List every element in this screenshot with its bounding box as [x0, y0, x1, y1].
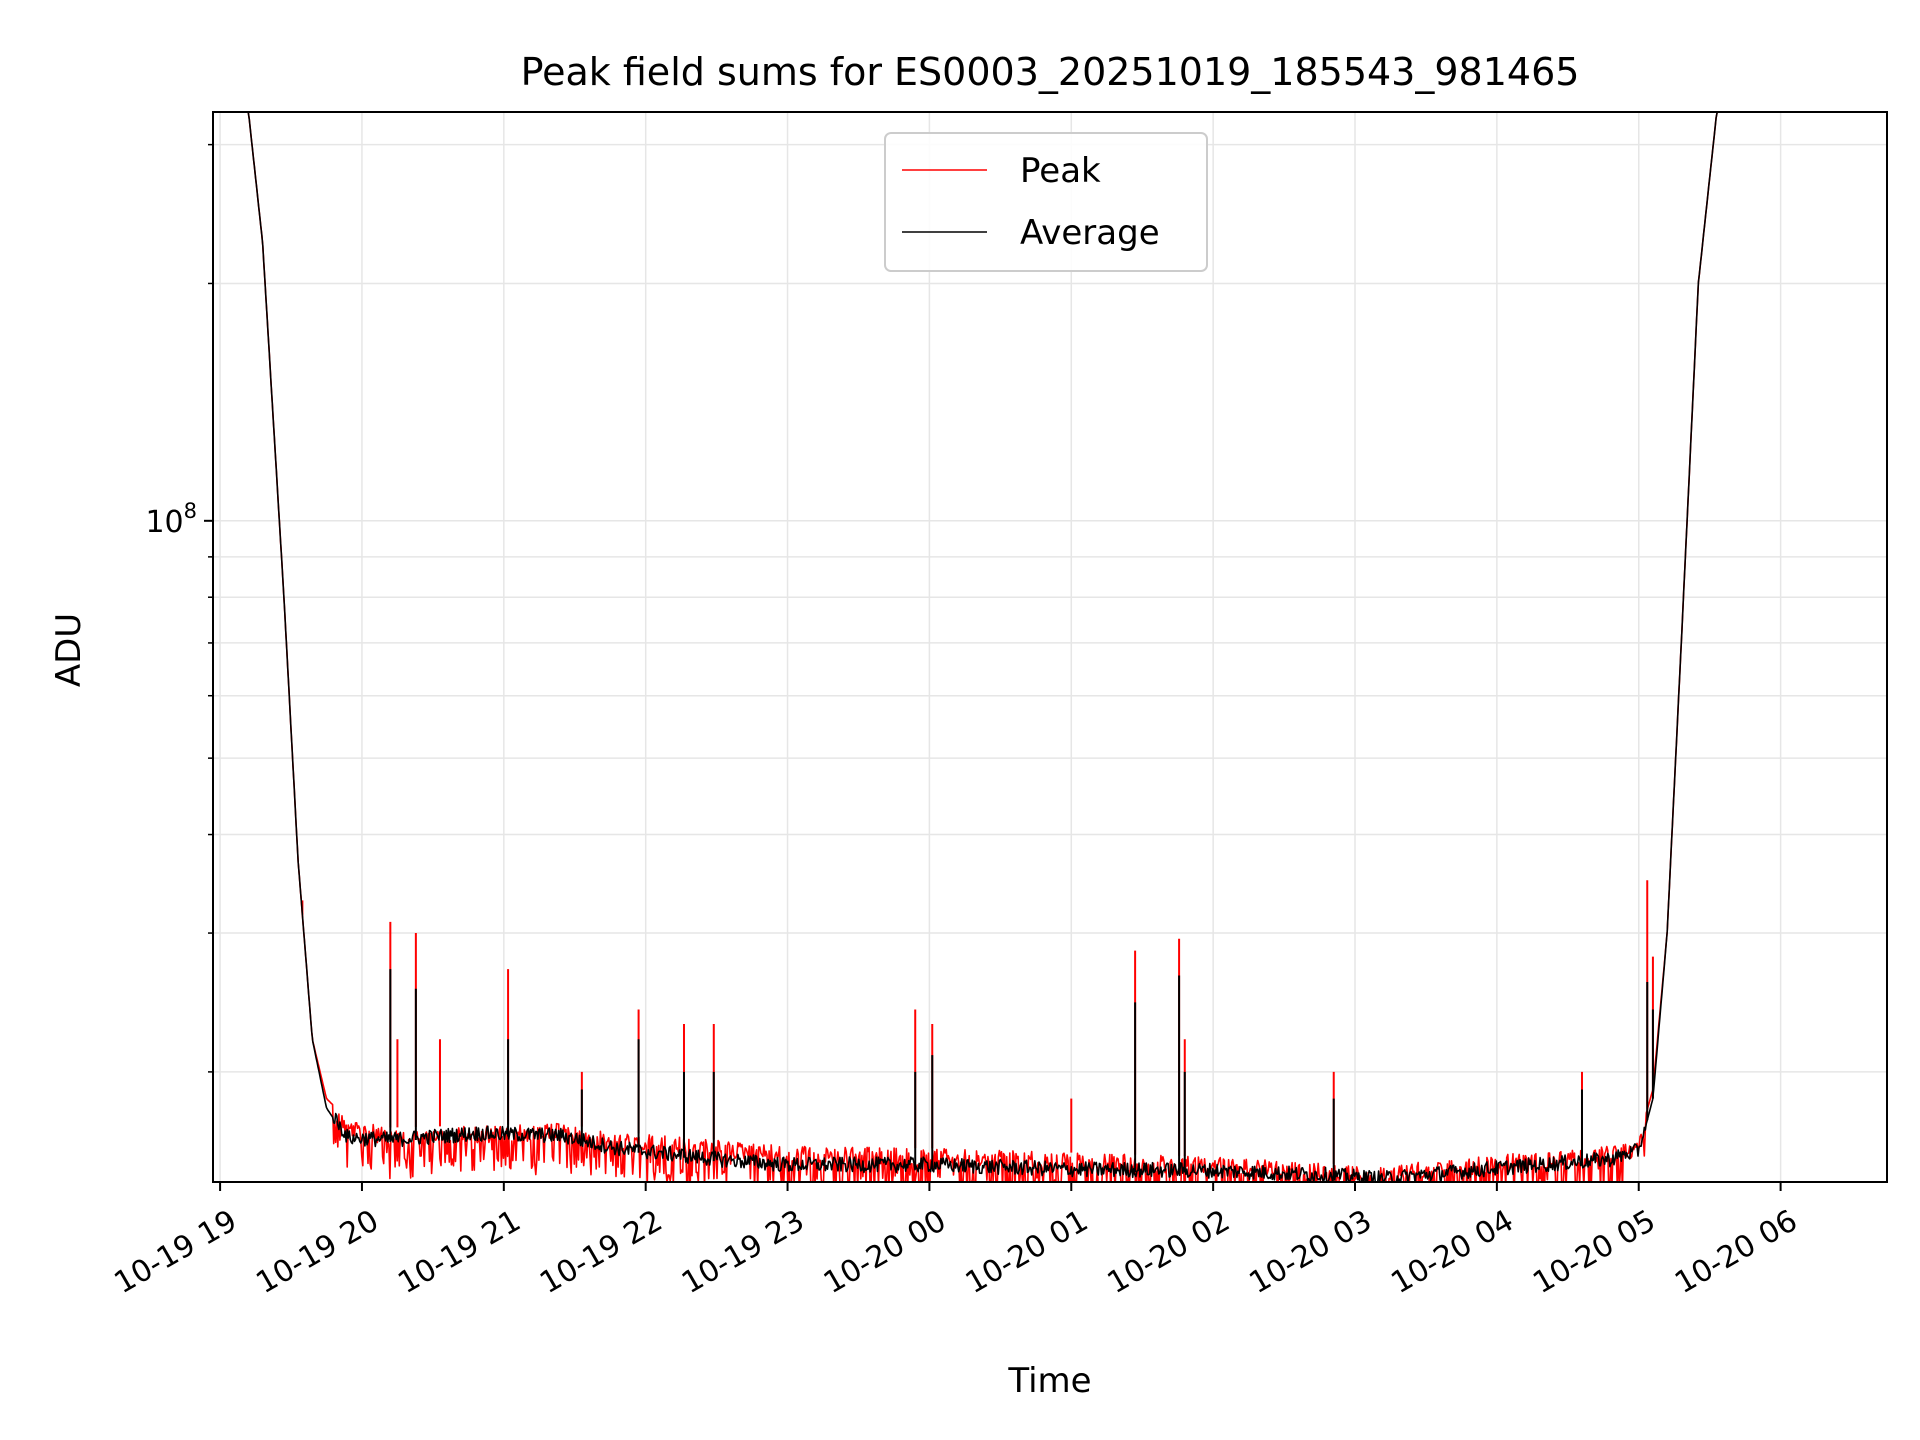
legend-average-label: Average — [1020, 213, 1160, 253]
series-average — [220, 112, 1887, 1182]
y-axis-label: ADU — [49, 613, 89, 687]
x-axis-label: Time — [1007, 1361, 1091, 1401]
series-average-line — [220, 112, 1887, 1182]
legend-peak-label: Peak — [1020, 151, 1101, 191]
series-peak-line — [220, 112, 1887, 1182]
chart-title: Peak field sums for ES0003_20251019_1855… — [521, 50, 1580, 94]
plot-frame — [212, 111, 1888, 1183]
series — [220, 112, 1887, 1182]
y-tick-label: 108 — [145, 499, 197, 540]
legend: Peak Average — [884, 132, 1208, 272]
legend-box — [884, 132, 1208, 272]
